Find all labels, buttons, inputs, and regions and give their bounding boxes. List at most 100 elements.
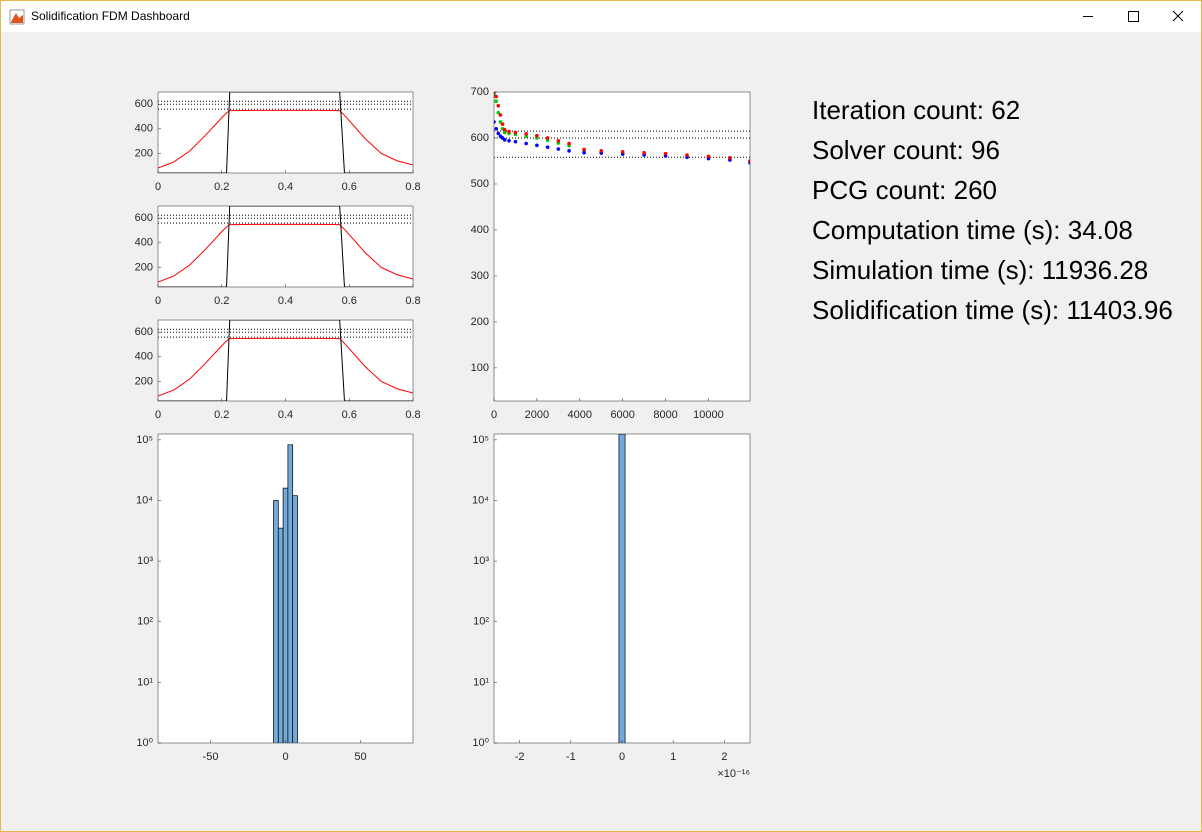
y-tick-label: 400 bbox=[135, 351, 153, 363]
x-tick-label: 10000 bbox=[693, 409, 724, 421]
plot-area bbox=[618, 434, 626, 743]
point bbox=[556, 138, 561, 143]
x-tick-label: 0 bbox=[491, 409, 497, 421]
x-tick-label: 0 bbox=[155, 181, 161, 193]
y-tick-label: 10⁰ bbox=[136, 737, 153, 749]
line-series bbox=[158, 223, 413, 283]
y-tick-label: 10³ bbox=[137, 555, 153, 567]
point bbox=[535, 133, 539, 138]
y-tick-label: 10² bbox=[137, 616, 153, 628]
histogram-bar bbox=[618, 434, 626, 743]
point bbox=[496, 110, 501, 115]
x-tick-label: 0 bbox=[155, 409, 161, 421]
stat-value: 34.08 bbox=[1067, 215, 1133, 245]
y-tick-label: 10⁰ bbox=[472, 737, 489, 749]
point bbox=[582, 147, 586, 152]
point bbox=[582, 150, 586, 155]
point bbox=[494, 92, 496, 94]
point bbox=[513, 130, 518, 135]
stat-label: Simulation time (s): bbox=[812, 255, 1035, 285]
x-tick-label: 8000 bbox=[653, 409, 677, 421]
y-tick-label: 10⁴ bbox=[472, 494, 489, 506]
x-tick-label: 0.6 bbox=[342, 295, 357, 307]
point bbox=[567, 149, 571, 153]
stat-row: Computation time (s): 34.08 bbox=[812, 213, 1173, 253]
point bbox=[494, 126, 498, 131]
x-tick-label: 2000 bbox=[525, 409, 549, 421]
y-tick-label: 300 bbox=[471, 270, 489, 282]
y-tick-label: 400 bbox=[135, 237, 153, 249]
stat-row: PCG count: 260 bbox=[812, 173, 1173, 213]
point bbox=[507, 138, 511, 143]
x-tick-label: 0 bbox=[282, 751, 288, 763]
y-tick-label: 400 bbox=[471, 224, 489, 236]
y-tick-label: 10⁵ bbox=[136, 434, 153, 446]
point bbox=[498, 120, 503, 124]
point bbox=[663, 151, 668, 156]
y-tick-label: 200 bbox=[135, 147, 153, 159]
x-tick-label: 0.6 bbox=[342, 181, 357, 193]
point bbox=[507, 129, 511, 134]
x-tick-label: 0.6 bbox=[342, 409, 357, 421]
stat-value: 11936.28 bbox=[1041, 255, 1149, 285]
histogram-bar bbox=[273, 500, 279, 743]
y-tick-label: 200 bbox=[471, 316, 489, 328]
y-tick-label: 10⁵ bbox=[472, 434, 489, 446]
plot-area bbox=[158, 320, 413, 401]
stat-label: Computation time (s): bbox=[812, 215, 1061, 245]
x-tick-label: 50 bbox=[354, 751, 366, 763]
histogram-bar bbox=[277, 527, 284, 743]
y-tick-label: 100 bbox=[471, 362, 489, 374]
point bbox=[494, 120, 496, 124]
x-tick-label: 1 bbox=[670, 751, 676, 763]
point bbox=[524, 141, 528, 146]
app-icon bbox=[9, 9, 25, 25]
x-tick-label: 0.8 bbox=[405, 181, 420, 193]
point bbox=[599, 149, 604, 153]
stat-value: 11403.96 bbox=[1066, 295, 1173, 325]
point bbox=[567, 141, 571, 146]
point bbox=[642, 150, 646, 155]
y-tick-label: 200 bbox=[135, 261, 153, 273]
stat-row: Iteration count: 62 bbox=[812, 93, 1173, 133]
y-tick-label: 600 bbox=[135, 326, 153, 338]
maximize-button[interactable] bbox=[1128, 11, 1139, 22]
axes-background bbox=[158, 92, 413, 173]
x-tick-label: 0 bbox=[619, 751, 625, 763]
point bbox=[524, 132, 528, 136]
y-tick-label: 600 bbox=[471, 132, 489, 144]
point bbox=[706, 154, 711, 159]
y-tick-label: 10¹ bbox=[137, 676, 153, 688]
stat-label: Solidification time (s): bbox=[812, 295, 1060, 325]
point bbox=[502, 130, 507, 135]
point bbox=[545, 136, 550, 140]
x-tick-label: 0 bbox=[155, 295, 161, 307]
point bbox=[498, 113, 503, 117]
point bbox=[535, 143, 539, 148]
x-tick-label: 4000 bbox=[568, 409, 592, 421]
axes-background bbox=[158, 206, 413, 287]
y-tick-label: 10³ bbox=[473, 555, 489, 567]
stats-panel: Iteration count: 62 Solver count: 96 PCG c… bbox=[812, 93, 1173, 333]
axes-background bbox=[158, 320, 413, 401]
point bbox=[556, 147, 561, 151]
stat-label: PCG count: bbox=[812, 175, 947, 205]
x-tick-label: 0.2 bbox=[214, 295, 229, 307]
plot-area bbox=[494, 92, 750, 165]
x-tick-label: 0.8 bbox=[405, 295, 420, 307]
x-tick-label: -50 bbox=[203, 751, 219, 763]
y-tick-label: 10¹ bbox=[473, 676, 489, 688]
stat-value: 96 bbox=[970, 135, 1000, 165]
y-tick-label: 10² bbox=[473, 616, 489, 628]
point bbox=[494, 94, 498, 99]
x-tick-label: 0.8 bbox=[405, 409, 420, 421]
x-tick-label: 0.2 bbox=[214, 181, 229, 193]
x-tick-label: -1 bbox=[566, 751, 576, 763]
plot-area bbox=[158, 92, 413, 173]
close-button[interactable] bbox=[1172, 10, 1184, 22]
y-tick-label: 500 bbox=[471, 178, 489, 190]
x-tick-label: 0.4 bbox=[278, 181, 293, 193]
y-tick-label: 600 bbox=[135, 212, 153, 224]
